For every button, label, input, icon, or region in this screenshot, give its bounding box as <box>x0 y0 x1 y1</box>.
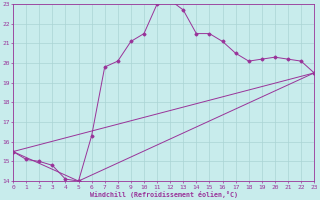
X-axis label: Windchill (Refroidissement éolien,°C): Windchill (Refroidissement éolien,°C) <box>90 191 238 198</box>
